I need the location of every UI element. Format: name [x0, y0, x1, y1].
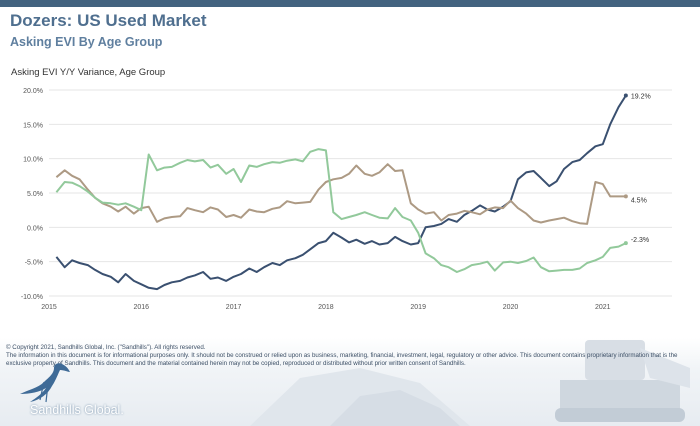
header-accent-bar	[0, 0, 700, 7]
y-tick-label: -10.0%	[21, 294, 43, 301]
x-tick-label: 2018	[318, 304, 334, 311]
series-end-label: 4.5%	[631, 197, 647, 204]
series-line	[55, 148, 627, 273]
chart-title: Asking EVI Y/Y Variance, Age Group	[11, 67, 166, 78]
x-axis-ticks: 2015 2016 2017 2018 2019 2020 2021	[41, 304, 610, 311]
line-chart: -10.0%-5.0%0.0%5.0%10.0%15.0%20.0% 2015 2…	[21, 88, 672, 311]
page-title: Dozers: US Used Market	[10, 11, 207, 30]
page-subtitle: Asking EVI By Age Group	[10, 35, 163, 49]
series-end-point	[623, 93, 628, 98]
copyright-notice: © Copyright 2021, Sandhills Global, Inc.…	[6, 344, 206, 351]
x-tick-label: 2020	[503, 304, 519, 311]
sandhills-logo-text: Sandhills Global.	[30, 403, 124, 417]
x-tick-label: 2016	[134, 304, 150, 311]
chart-grid	[49, 89, 672, 297]
y-axis-ticks: -10.0% -5.0% 0.0% 5.0% 10.0% 15.0% 20.0%	[21, 88, 43, 301]
chart-series	[55, 93, 628, 291]
series-line	[55, 163, 626, 225]
crane-icon	[20, 363, 70, 403]
y-tick-label: 20.0%	[23, 88, 43, 95]
y-tick-label: 10.0%	[23, 157, 43, 164]
x-tick-label: 2019	[410, 304, 426, 311]
x-tick-label: 2021	[595, 304, 611, 311]
end-labels: 19.2% 4.5% -2.3%	[631, 93, 651, 244]
series-end-label: 19.2%	[631, 93, 651, 100]
y-tick-label: -5.0%	[25, 260, 43, 267]
construction-scene-image	[250, 340, 690, 426]
y-tick-label: 0.0%	[27, 225, 43, 232]
footer-background	[0, 338, 700, 426]
disclaimer-text: The information in this document is for …	[6, 352, 678, 367]
series-end-point	[623, 194, 628, 199]
x-tick-label: 2017	[226, 304, 242, 311]
series-end-point	[623, 241, 628, 246]
series-end-label: -2.3%	[631, 237, 649, 244]
series-line	[55, 94, 627, 291]
x-tick-label: 2015	[41, 304, 57, 311]
y-tick-label: 15.0%	[23, 122, 43, 129]
y-tick-label: 5.0%	[27, 191, 43, 198]
